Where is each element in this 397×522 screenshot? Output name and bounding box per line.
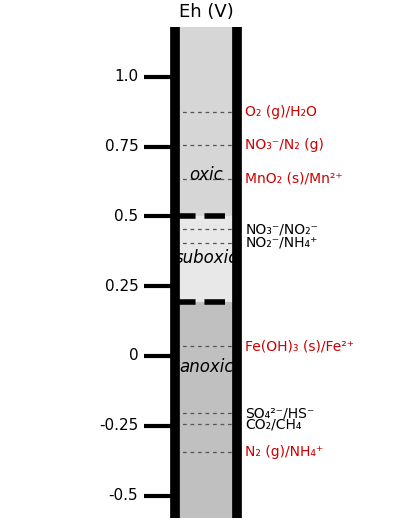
Text: oxic: oxic	[189, 165, 223, 184]
Text: O₂ (g)/H₂O: O₂ (g)/H₂O	[245, 105, 317, 119]
Text: Fe(OH)₃ (s)/Fe²⁺: Fe(OH)₃ (s)/Fe²⁺	[245, 339, 354, 353]
Bar	[175, 217, 237, 302]
Text: NO₃⁻/NO₂⁻: NO₃⁻/NO₂⁻	[245, 222, 318, 236]
Text: NO₃⁻/N₂ (g): NO₃⁻/N₂ (g)	[245, 138, 324, 152]
Text: CO₂/CH₄: CO₂/CH₄	[245, 418, 302, 431]
Text: 1.0: 1.0	[114, 69, 138, 85]
Text: anoxic: anoxic	[179, 358, 233, 376]
Text: NO₂⁻/NH₄⁺: NO₂⁻/NH₄⁺	[245, 236, 318, 250]
Text: -0.25: -0.25	[99, 418, 138, 433]
Text: -0.5: -0.5	[109, 488, 138, 503]
Text: 0: 0	[129, 349, 138, 363]
Text: 0.75: 0.75	[104, 139, 138, 154]
Text: N₂ (g)/NH₄⁺: N₂ (g)/NH₄⁺	[245, 445, 324, 459]
Text: 0.25: 0.25	[104, 279, 138, 294]
Text: 0.5: 0.5	[114, 209, 138, 224]
Text: MnO₂ (s)/Mn²⁺: MnO₂ (s)/Mn²⁺	[245, 172, 343, 186]
Bar	[175, 302, 237, 518]
Text: SO₄²⁻/HS⁻: SO₄²⁻/HS⁻	[245, 406, 314, 420]
Text: Eh (V): Eh (V)	[179, 3, 234, 21]
Bar	[175, 27, 237, 217]
Text: suboxic: suboxic	[175, 250, 238, 267]
